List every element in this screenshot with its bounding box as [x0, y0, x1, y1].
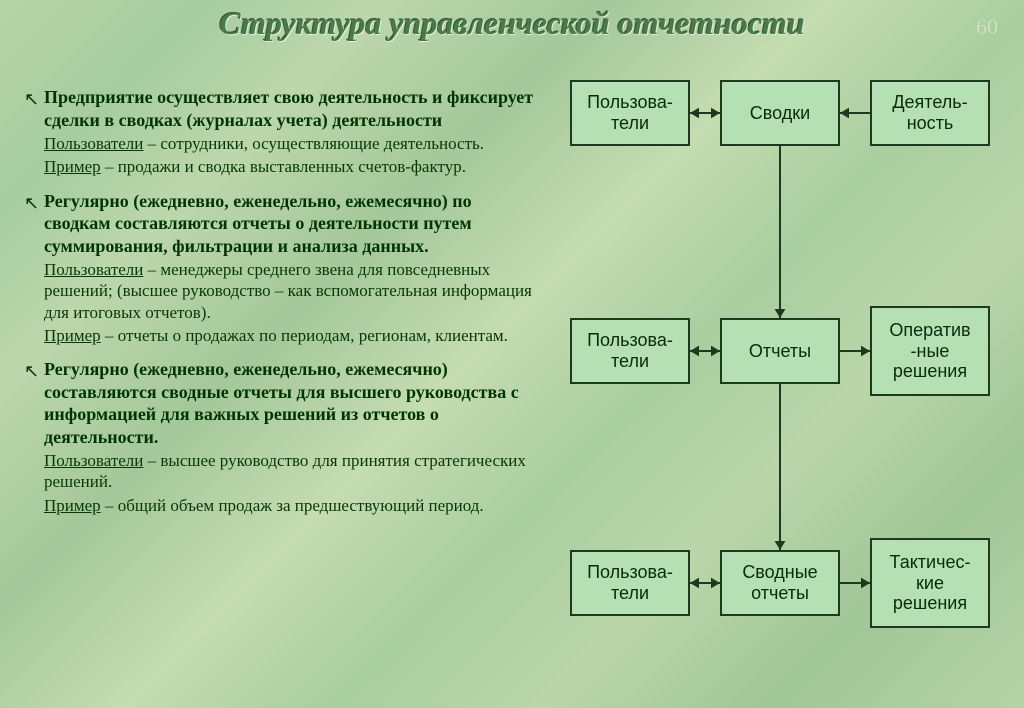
bullet-item: ↖Регулярно (ежедневно, еженедельно, ежем… — [24, 190, 534, 347]
bullet-example-line: Пример – общий объем продаж за предшеств… — [44, 495, 534, 516]
bullet-users-line: Пользователи – менеджеры среднего звена … — [44, 259, 534, 323]
flowchart-node-users3: Пользова-тели — [570, 550, 690, 616]
bullet-list: ↖Предприятие осуществляет свою деятельно… — [24, 86, 534, 528]
bullet-marker-icon: ↖ — [24, 190, 44, 215]
flowchart-node-oper: Оператив-ныерешения — [870, 306, 990, 396]
slide: Структура управленческой отчетности 60 ↖… — [0, 0, 1024, 708]
bullet-marker-icon: ↖ — [24, 358, 44, 383]
flowchart-node-tactic: Тактичес-киерешения — [870, 538, 990, 628]
flowchart-node-users1: Пользова-тели — [570, 80, 690, 146]
bullet-users-line: Пользователи – высшее руководство для пр… — [44, 450, 534, 493]
flowchart-node-reports: Отчеты — [720, 318, 840, 384]
flowchart-node-users2: Пользова-тели — [570, 318, 690, 384]
flowchart-node-svodki: Сводки — [720, 80, 840, 146]
bullet-users-line: Пользователи – сотрудники, осуществляющи… — [44, 133, 534, 154]
bullet-example-line: Пример – продажи и сводка выставленных с… — [44, 156, 534, 177]
bullet-bold-text: Предприятие осуществляет свою деятельнос… — [44, 86, 534, 131]
bullet-example-line: Пример – отчеты о продажах по периодам, … — [44, 325, 534, 346]
page-title: Структура управленческой отчетности — [0, 6, 1024, 41]
flowchart: Пользова-тели Сводки Деятель-ность Пользова… — [560, 80, 1010, 690]
bullet-bold-text: Регулярно (ежедневно, еженедельно, ежеме… — [44, 190, 534, 258]
flowchart-node-activity: Деятель-ность — [870, 80, 990, 146]
page-number: 60 — [976, 14, 998, 40]
bullet-item: ↖Предприятие осуществляет свою деятельно… — [24, 86, 534, 178]
bullet-marker-icon: ↖ — [24, 86, 44, 111]
bullet-bold-text: Регулярно (ежедневно, еженедельно, ежеме… — [44, 358, 534, 448]
bullet-item: ↖Регулярно (ежедневно, еженедельно, ежем… — [24, 358, 534, 516]
flowchart-node-summary: Сводныеотчеты — [720, 550, 840, 616]
